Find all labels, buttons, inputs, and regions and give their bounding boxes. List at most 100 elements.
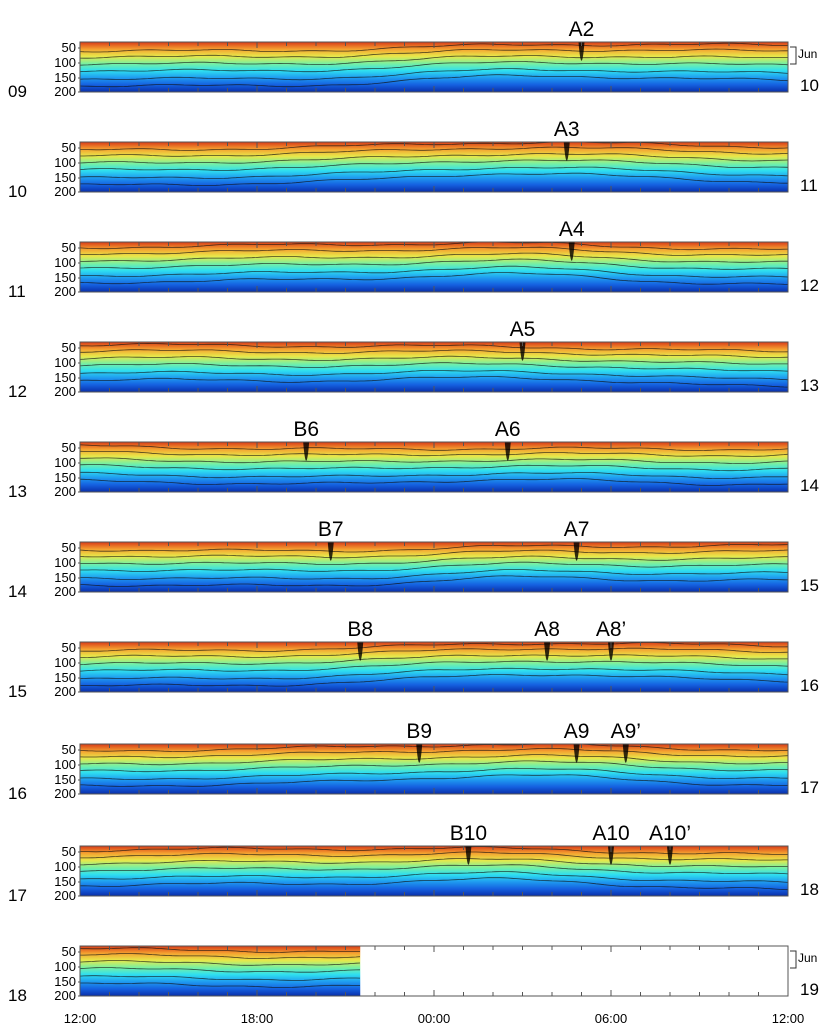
end-day-label: 12 (800, 276, 819, 295)
contour-line (80, 172, 788, 186)
end-day-label: 14 (800, 476, 819, 495)
ytick-label: 200 (54, 84, 76, 99)
ytick-label: 200 (54, 584, 76, 599)
event-trace (327, 542, 334, 561)
start-day-label: 15 (8, 682, 27, 701)
ytick-label: 100 (54, 155, 76, 170)
ytick-label: 100 (54, 757, 76, 772)
contour-line (80, 265, 788, 278)
event-trace (608, 642, 614, 661)
ytick-label: 50 (62, 340, 76, 355)
contour-line (80, 349, 788, 359)
ytick-label: 50 (62, 742, 76, 757)
contour-line (80, 549, 788, 559)
ytick-label: 200 (54, 888, 76, 903)
contour-line (80, 575, 788, 587)
ytick-label: 100 (54, 455, 76, 470)
contour-line (80, 858, 788, 868)
contour-line (80, 68, 788, 81)
contour-line (80, 667, 788, 680)
start-day-label: 18 (8, 986, 27, 1005)
ytick-label: 150 (54, 874, 76, 889)
contour-line (80, 953, 361, 959)
contour-line (80, 975, 361, 981)
event-trace (578, 42, 585, 61)
end-day-label: 11 (800, 176, 818, 195)
contour-line (80, 654, 788, 666)
start-day-label: 09 (8, 82, 27, 101)
contour-line (80, 561, 788, 572)
ytick-label: 100 (54, 959, 76, 974)
contour-line (80, 370, 788, 381)
contour-line (80, 647, 788, 658)
ytick-label: 50 (62, 140, 76, 155)
end-day-label: 18 (800, 880, 819, 899)
contour-line (80, 947, 361, 954)
contour-line (80, 967, 361, 973)
contour-line (80, 153, 788, 164)
contour-line (80, 555, 788, 565)
ytick-label: 50 (62, 40, 76, 55)
xtick-label: 12:00 (772, 1011, 805, 1026)
contour-line (80, 674, 788, 687)
contour-line (80, 48, 788, 59)
event-label: A6 (495, 418, 521, 441)
event-label: A5 (510, 318, 536, 341)
ytick-label: 150 (54, 70, 76, 85)
contour-line (80, 774, 788, 787)
contour-line (80, 74, 788, 88)
ytick-label: 200 (54, 384, 76, 399)
contour-line (80, 252, 788, 263)
event-label: A8’ (596, 618, 626, 641)
ytick-label: 100 (54, 859, 76, 874)
ytick-label: 150 (54, 270, 76, 285)
keogram-image (80, 442, 788, 492)
ytick-label: 200 (54, 684, 76, 699)
ytick-label: 100 (54, 255, 76, 270)
contour-line (80, 362, 788, 372)
contour-line (80, 960, 361, 966)
contour-line (80, 55, 788, 66)
ytick-label: 100 (54, 355, 76, 370)
event-trace (608, 846, 614, 865)
ytick-label: 150 (54, 170, 76, 185)
event-label: B8 (347, 618, 373, 641)
event-trace (519, 342, 526, 361)
event-trace (544, 642, 551, 661)
event-label: A7 (564, 518, 590, 541)
end-day-label: 13 (800, 376, 819, 395)
event-trace (622, 744, 629, 763)
end-day-label: 19 (800, 980, 819, 999)
ytick-label: 200 (54, 786, 76, 801)
xtick-label: 12:00 (64, 1011, 97, 1026)
contour-line (80, 146, 788, 157)
contour-line (80, 376, 788, 388)
contour-line (80, 166, 788, 179)
contour-line (80, 450, 788, 457)
contour-line (80, 660, 788, 672)
contour-line (80, 258, 788, 270)
ytick-label: 100 (54, 55, 76, 70)
contour-line (80, 544, 788, 553)
event-label: A4 (559, 218, 585, 241)
contour-line (80, 982, 360, 988)
ytick-label: 200 (54, 988, 76, 1003)
contour-line (80, 355, 788, 365)
start-day-label: 16 (8, 784, 27, 803)
ytick-label: 50 (62, 440, 76, 455)
contour-line (80, 754, 788, 766)
contour-line (80, 159, 788, 171)
contour-line (80, 871, 788, 883)
month-label: Jun (798, 47, 817, 61)
event-label: A2 (569, 18, 595, 41)
event-trace (303, 442, 310, 461)
ytick-label: 200 (54, 484, 76, 499)
contour-line (80, 471, 788, 479)
